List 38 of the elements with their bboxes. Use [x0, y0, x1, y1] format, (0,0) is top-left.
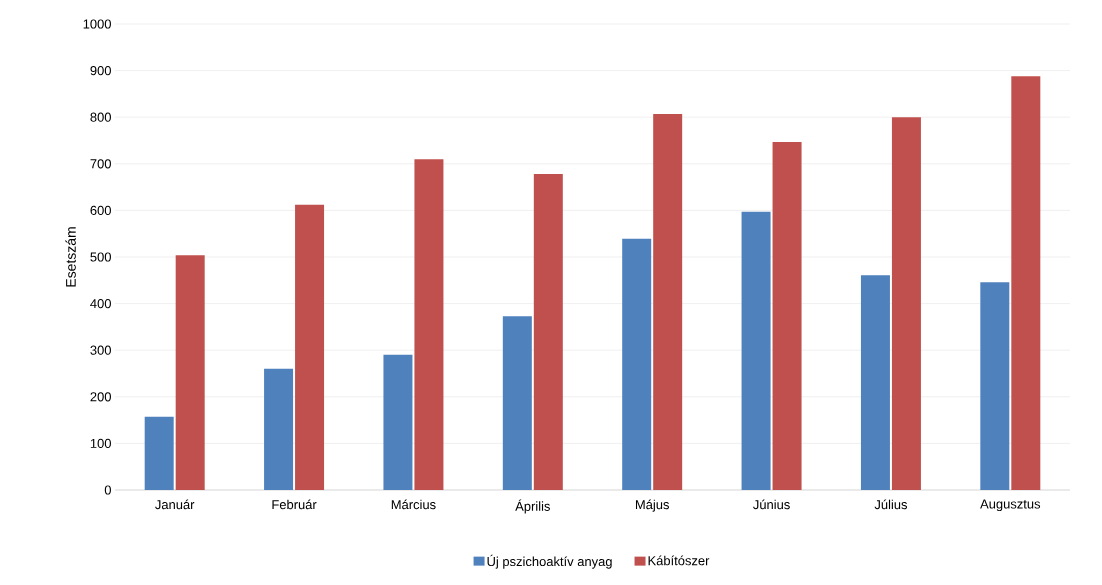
bar — [264, 368, 294, 490]
y-tick-label: 900 — [90, 66, 111, 76]
x-tick-label: Május — [635, 499, 669, 512]
y-tick-label: 700 — [90, 159, 111, 169]
legend-label: Kábítószer — [648, 555, 710, 566]
y-tick-label: 400 — [90, 299, 111, 309]
y-tick-label: 1000 — [83, 19, 111, 29]
bar — [383, 354, 413, 490]
bar — [414, 159, 444, 490]
bar — [1011, 76, 1041, 490]
y-tick-label: 600 — [90, 205, 111, 215]
bar — [144, 416, 174, 490]
bar — [891, 117, 921, 490]
y-tick-label: 800 — [90, 112, 111, 122]
y-tick-label: 100 — [90, 438, 111, 448]
bar — [502, 316, 532, 490]
y-tick-label: 300 — [90, 345, 111, 355]
bar — [622, 238, 652, 490]
bar — [295, 204, 325, 490]
bar — [772, 141, 802, 490]
bar — [860, 275, 890, 490]
bar — [175, 255, 205, 490]
x-tick-label: Március — [391, 499, 436, 510]
x-tick-label: Július — [874, 499, 908, 510]
bar — [653, 113, 683, 490]
y-tick-label: 0 — [104, 485, 111, 495]
bar — [741, 211, 771, 490]
x-tick-label: Január — [155, 499, 195, 510]
x-tick-label: Február — [272, 499, 317, 510]
bar — [980, 282, 1010, 490]
y-axis-title: Esetszám — [65, 227, 76, 287]
x-tick-label: Április — [515, 499, 550, 514]
x-tick-label: Augusztus — [980, 499, 1041, 512]
y-tick-label: 500 — [90, 252, 111, 262]
bar — [533, 174, 563, 490]
y-tick-label: 200 — [90, 392, 111, 402]
x-tick-label: Június — [753, 499, 790, 510]
legend-label: Új pszichoaktív anyag — [487, 554, 612, 569]
